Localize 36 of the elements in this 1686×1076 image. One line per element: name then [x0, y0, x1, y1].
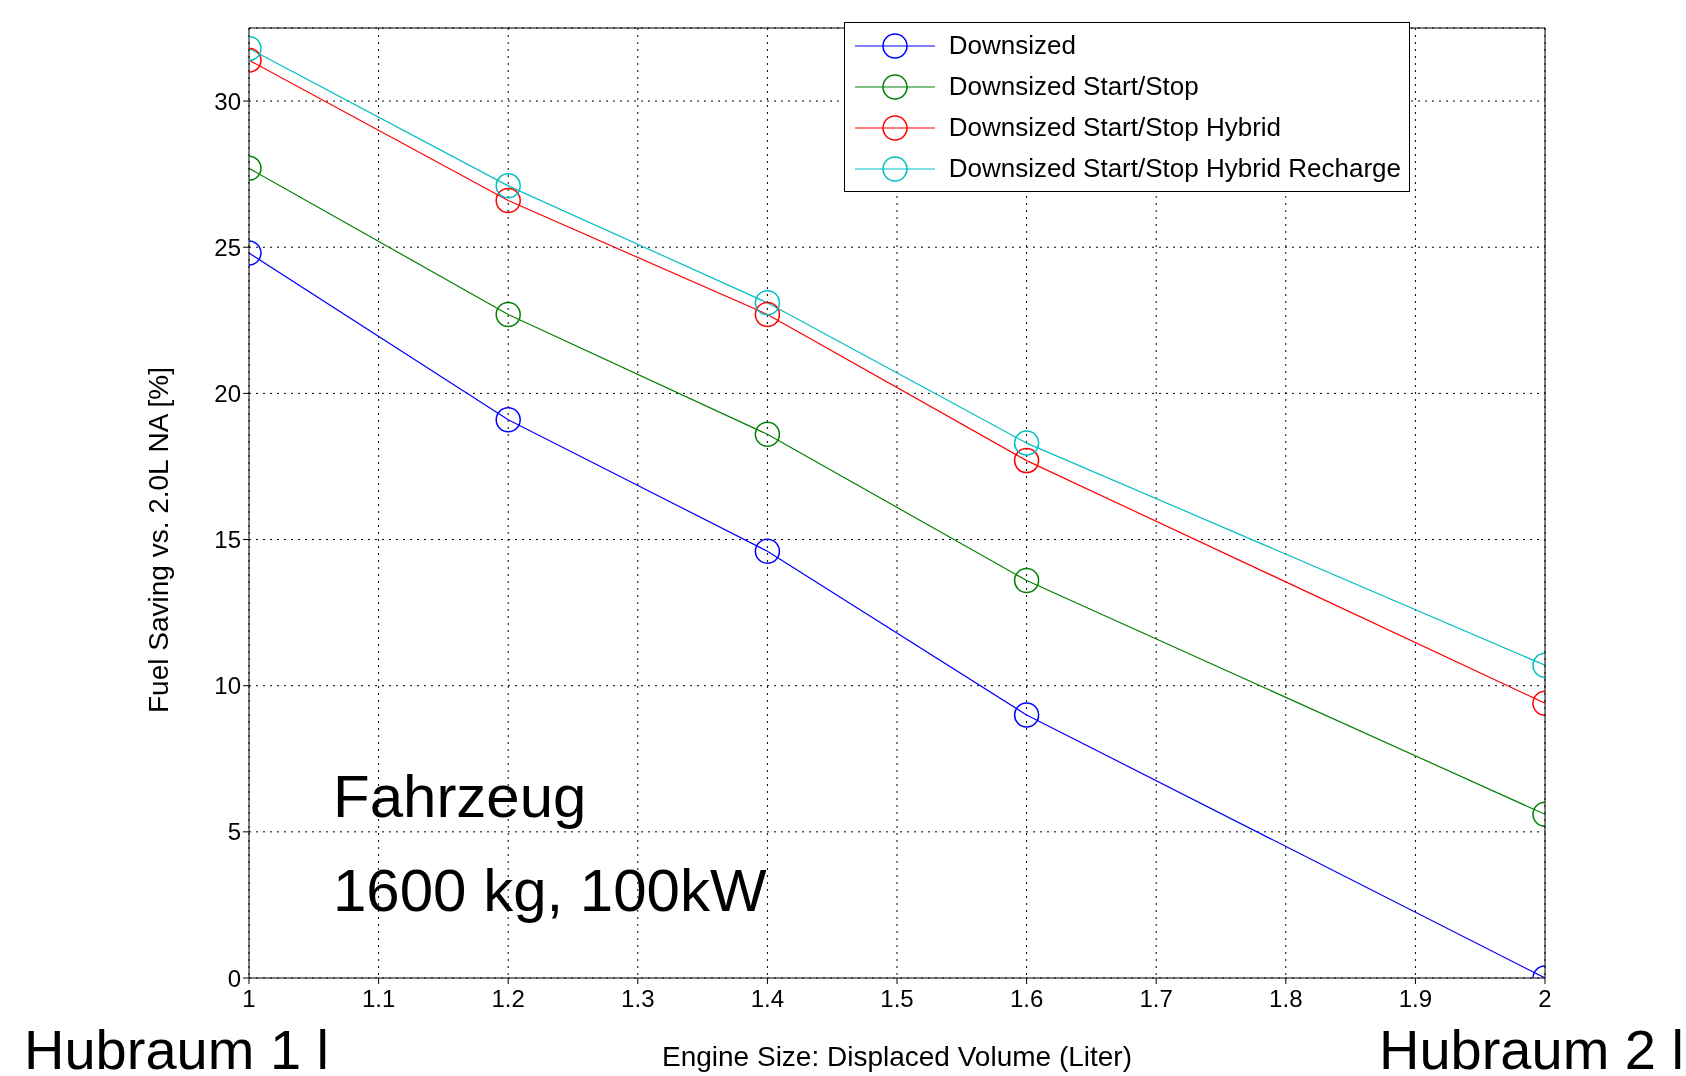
annotation: 1600 kg, 100kW	[333, 856, 768, 926]
x-tick-label: 1.7	[1139, 985, 1173, 1013]
y-tick-label: 20	[214, 379, 241, 407]
legend-label: Downsized Start/Stop Hybrid Recharge	[948, 153, 1401, 184]
point	[1013, 567, 1040, 594]
y-axis-title: Fuel Saving vs. 2.0L NA [%]	[142, 366, 174, 713]
point	[1013, 447, 1040, 474]
legend-label: Downsized Start/Stop	[948, 71, 1199, 102]
legend-label: Downsized	[948, 30, 1076, 61]
x-tick-label: 1.6	[1009, 985, 1044, 1013]
point	[1013, 702, 1040, 728]
point	[1013, 430, 1040, 456]
legend-label: Downsized Start/Stop Hybrid	[948, 112, 1282, 143]
annotation: Fahrzeug	[333, 762, 588, 832]
y-tick-label: 15	[214, 526, 241, 554]
x-tick-label: 1.8	[1269, 985, 1303, 1013]
x-tick-label: 1.1	[361, 985, 396, 1013]
x-axis-title: Engine Size: Displaced Volume (Liter)	[661, 1041, 1133, 1072]
x-tick-label: 1.4	[750, 985, 785, 1013]
y-tick-label: 25	[214, 233, 241, 261]
text: Hubraum 2 l	[1378, 1018, 1684, 1076]
x-tick-label: 1.9	[1398, 985, 1433, 1013]
x-tick-label: 1.3	[621, 985, 655, 1013]
y-tick-label: 0	[227, 964, 241, 992]
y-tick-label: 10	[214, 672, 241, 700]
x-tick-label: 1.2	[491, 985, 525, 1013]
point	[754, 538, 781, 564]
x-tick-label: 1	[242, 985, 256, 1013]
x-tick-label: 2	[1538, 985, 1552, 1013]
text: Hubraum 1 l	[24, 1018, 330, 1076]
point	[754, 301, 781, 328]
y-tick-label: 30	[214, 87, 241, 115]
point	[754, 290, 781, 316]
point	[754, 421, 781, 448]
x-tick-label: 1.5	[880, 985, 914, 1013]
y-tick-label: 5	[227, 818, 241, 846]
